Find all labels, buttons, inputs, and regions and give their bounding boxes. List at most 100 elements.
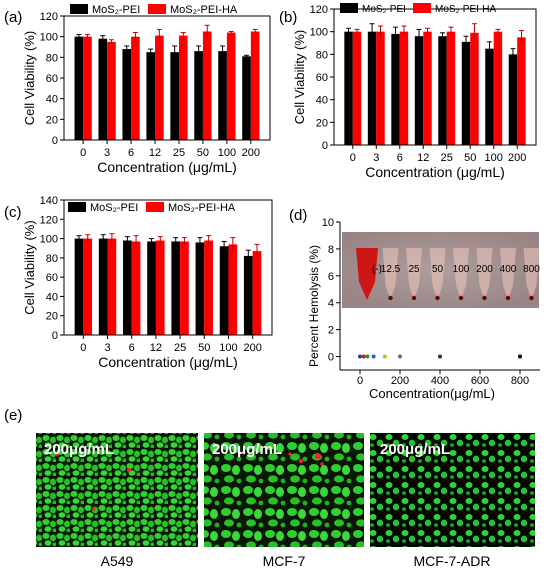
y-tick-label: 80 (46, 253, 58, 265)
y-axis-label: Cell Viability (%) (292, 30, 307, 124)
hemolysis-inset-photo: (-)12.5 25 50 100 200 400 800 (342, 232, 540, 308)
x-axis-label: Concentration (μg/mL) (365, 164, 505, 180)
data-point (365, 354, 370, 359)
legend-label: MoS₂-PEI-HA (435, 4, 496, 15)
y-tick-label: 0 (322, 140, 328, 152)
data-point (361, 354, 366, 359)
y-tick-label: 120 (40, 11, 58, 23)
bar (470, 32, 479, 145)
tube-supernatant (406, 248, 422, 300)
bar (98, 238, 108, 335)
x-tick-label: 0 (357, 375, 363, 387)
x-tick-label: 100 (218, 147, 236, 159)
bar (83, 36, 92, 140)
data-point (371, 354, 376, 359)
bar (252, 251, 262, 335)
bar (485, 48, 494, 145)
bar (122, 49, 132, 140)
rbc-pellet (411, 295, 417, 301)
tube-supernatant (523, 248, 540, 300)
x-tick-label: 3 (373, 152, 379, 164)
dose-label: 200μg/mL (380, 441, 450, 458)
y-tick-label: 0 (328, 352, 334, 364)
hemolysis-tube: 100 (453, 248, 470, 301)
y-tick-label: 80 (316, 49, 328, 61)
bar (194, 51, 203, 141)
bar (180, 241, 189, 335)
y-tick-label: 60 (46, 272, 58, 284)
x-tick-label: 50 (464, 152, 476, 164)
bar (438, 36, 447, 146)
legend-label: MoS₂-PEI-HA (168, 202, 236, 214)
y-tick-label: 120 (40, 214, 58, 226)
x-tick-label: 800 (511, 375, 529, 387)
x-tick-label: 12 (417, 152, 429, 164)
micrograph-mcf7: 200μg/mL (204, 433, 364, 547)
plot-frame (333, 8, 537, 146)
y-tick-label: 40 (316, 95, 328, 107)
legend-swatch (146, 202, 164, 212)
bar (171, 241, 181, 335)
data-point (398, 354, 402, 359)
x-tick-label: 12 (149, 147, 161, 159)
bar (399, 31, 409, 146)
hemolysis-tube: 25 (406, 248, 422, 301)
hemolysis-tube: 400 (500, 248, 517, 301)
panel-label-b: (b) (279, 9, 297, 26)
x-tick-label: 25 (441, 152, 453, 164)
y-tick-label: 0 (52, 135, 58, 147)
panel-label-a: (a) (4, 9, 22, 26)
y-tick-label: 0 (52, 330, 58, 342)
tube-supernatant (453, 248, 469, 300)
y-tick-label: 40 (46, 291, 58, 303)
x-tick-label: 0 (80, 147, 86, 159)
dose-label: 200μg/mL (212, 441, 282, 458)
tube-label: 12.5 (381, 264, 401, 275)
bar (155, 240, 165, 335)
y-tick-label: 40 (46, 94, 58, 106)
bar (131, 36, 140, 140)
tube-label: 50 (432, 264, 444, 275)
caption-a549: A549 (101, 553, 134, 569)
hemolysis-tube: 12.5 (381, 248, 401, 301)
bar (242, 56, 251, 140)
bar (195, 242, 205, 335)
bar (107, 238, 117, 335)
y-tick-label: 140 (40, 195, 58, 207)
rbc-pellet (529, 295, 534, 301)
tube-supernatant (476, 248, 493, 300)
data-point (438, 354, 442, 359)
x-tick-label: 3 (104, 147, 110, 159)
y-axis-label: Percent Hemolysis (%) (307, 245, 321, 367)
data-point (358, 354, 362, 359)
hemolysis-tube: 800 (523, 248, 540, 301)
x-tick-label: 200 (391, 375, 409, 387)
x-tick-label: 200 (243, 342, 261, 354)
rbc-pellet (482, 295, 487, 301)
y-tick-label: 8 (328, 244, 334, 256)
bar (98, 38, 108, 140)
tube-label: 200 (476, 264, 493, 275)
bar (204, 240, 213, 335)
y-tick-label: 20 (46, 114, 58, 126)
bar (461, 41, 471, 145)
bar (493, 31, 503, 146)
bar (376, 31, 385, 146)
plot-frame (63, 199, 273, 336)
x-tick-label: 25 (173, 147, 185, 159)
panel-label-e: (e) (4, 407, 22, 424)
panel-label-c: (c) (4, 204, 22, 221)
bar (414, 36, 424, 146)
rbc-pellet (458, 295, 464, 301)
x-axis-label: Concentration (μg/mL) (97, 159, 237, 175)
y-tick-label: 10 (322, 217, 334, 229)
x-tick-label: 0 (350, 152, 356, 164)
data-point (382, 354, 387, 359)
micrograph-a549: 200μg/mL (36, 433, 198, 547)
y-tick-label: 80 (46, 52, 58, 64)
x-axis-label: Concentration(μg/mL) (369, 386, 495, 401)
legend-swatch (148, 4, 166, 14)
